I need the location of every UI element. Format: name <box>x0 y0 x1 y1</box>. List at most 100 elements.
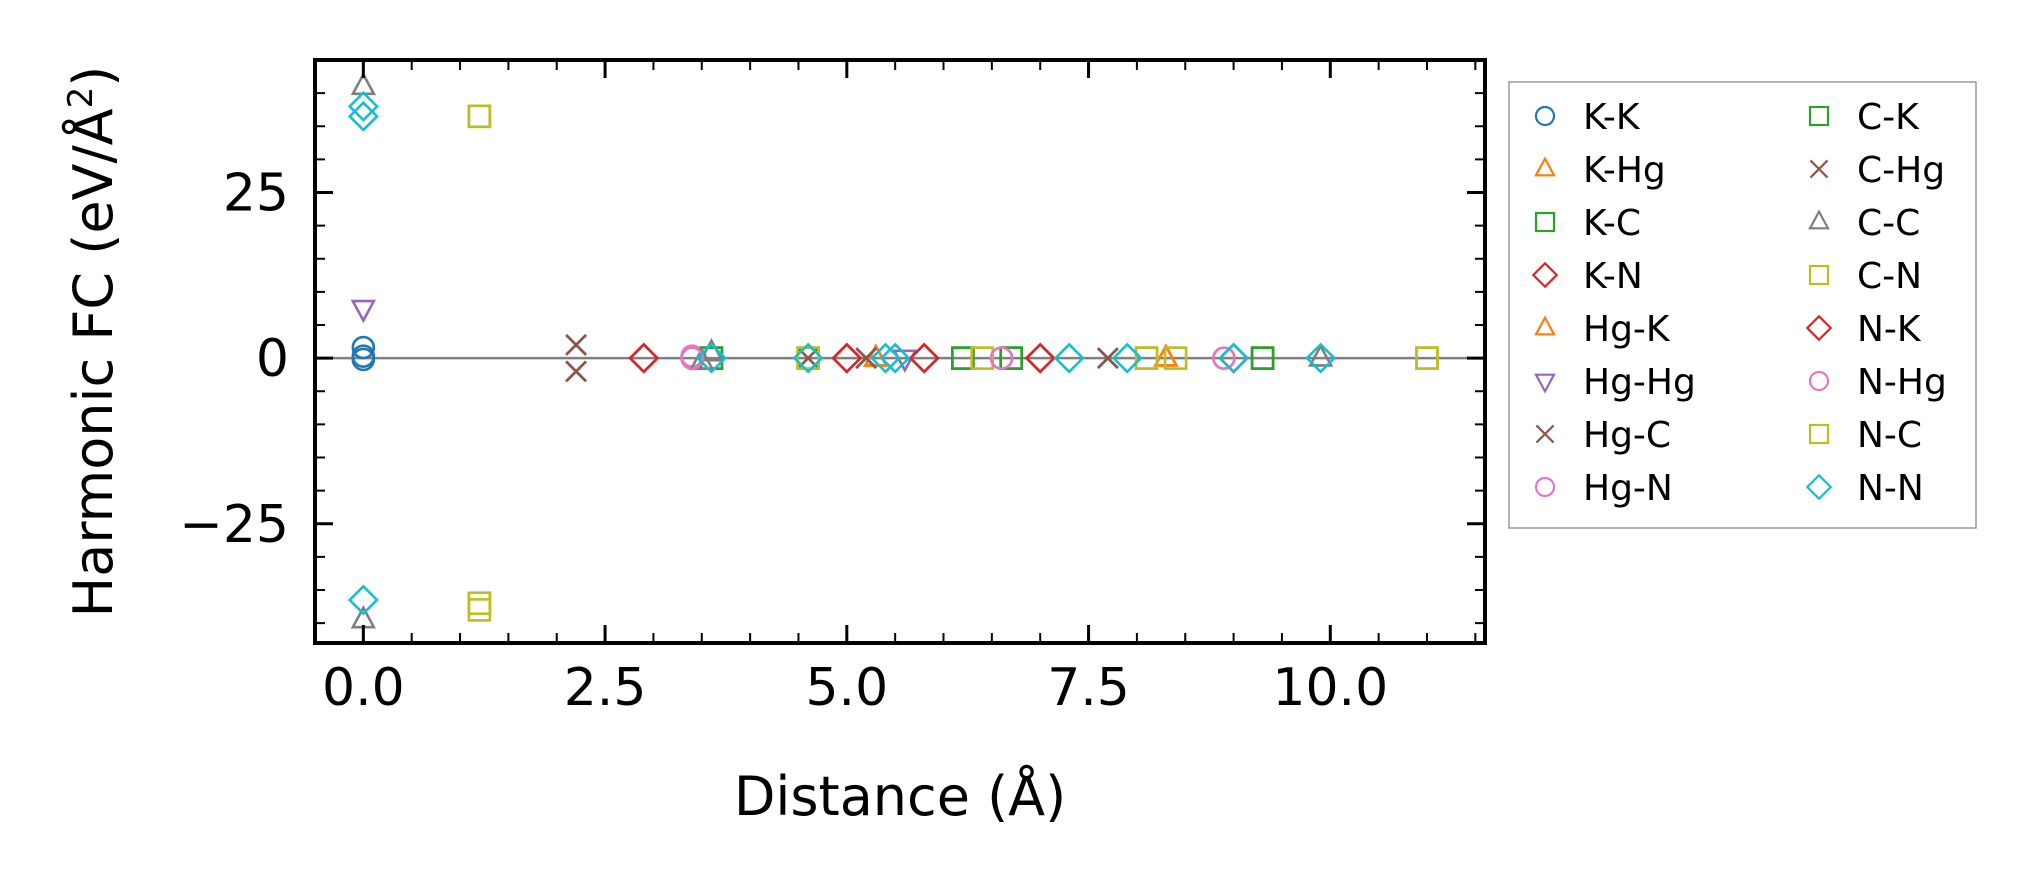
legend-label: C-C <box>1857 203 1920 244</box>
legend-marker <box>1534 105 1556 127</box>
data-point-n-n <box>792 342 824 374</box>
y-tick-label: −25 <box>179 495 289 555</box>
legend-label: Hg-N <box>1583 468 1673 509</box>
legend: K-K K-Hg K-C K-N Hg-K Hg-Hg Hg-C Hg-N C-K C-Hg C-C… <box>1508 81 1977 529</box>
data-point-c-hg <box>565 360 587 383</box>
legend-entry: K-N <box>1531 256 1643 297</box>
legend-marker <box>1808 209 1830 230</box>
legend-label: N-N <box>1857 468 1924 509</box>
legend-entry: N-N <box>1805 468 1924 509</box>
data-point-c-hg <box>855 347 878 370</box>
data-point-c-k <box>1250 346 1275 370</box>
data-point-n-n <box>1111 342 1143 374</box>
legend-marker <box>1531 261 1559 289</box>
series-k-k <box>351 335 376 372</box>
legend-marker <box>1534 476 1556 498</box>
data-point-hg-hg <box>350 299 377 324</box>
legend-entry: C-Hg <box>1809 150 1945 191</box>
data-point-hg-hg <box>892 349 918 373</box>
legend-marker <box>1805 314 1833 342</box>
legend-label: K-Hg <box>1583 150 1666 191</box>
legend-entry: C-C <box>1808 203 1920 244</box>
legend-label: K-K <box>1583 97 1641 138</box>
data-point-n-n <box>870 342 901 374</box>
y-axis-label: Harmonic FC (eV/Å2) <box>61 66 125 618</box>
legend-label: C-K <box>1857 97 1920 138</box>
legend-entry: N-K <box>1805 309 1922 350</box>
data-point-n-hg <box>680 346 704 370</box>
data-point-n-k <box>908 342 940 374</box>
legend-entry: K-K <box>1534 97 1641 138</box>
x-tick-label: 2.5 <box>564 658 647 718</box>
y-tick-label: 25 <box>223 164 289 224</box>
legend-label: N-C <box>1857 415 1922 456</box>
plot-frame <box>313 58 1487 645</box>
legend-label: N-Hg <box>1857 362 1947 403</box>
legend-entry: K-Hg <box>1534 150 1666 191</box>
data-point-n-n <box>695 342 727 374</box>
data-point-n-n <box>347 100 379 132</box>
data-point-n-hg <box>989 346 1014 370</box>
data-point-c-n <box>467 591 492 616</box>
data-point-c-k <box>999 346 1023 370</box>
legend-entry: K-C <box>1534 203 1641 244</box>
data-point-c-hg <box>565 333 587 356</box>
legend-marker <box>1535 424 1555 444</box>
data-point-c-n <box>467 598 492 622</box>
legend-marker <box>1808 370 1830 392</box>
data-point-c-c <box>1307 343 1334 367</box>
legend-label: K-C <box>1583 203 1641 244</box>
data-point-k-k <box>351 335 376 360</box>
data-point-n-c <box>796 346 820 370</box>
legend-entry: N-Hg <box>1808 362 1947 403</box>
legend-entry: Hg-Hg <box>1534 362 1696 403</box>
data-point-n-hg <box>1212 346 1236 370</box>
data-point-n-k <box>1024 342 1056 374</box>
y-axis-label-main: Harmonic FC (eV/Å <box>61 108 125 617</box>
legend-marker <box>1805 473 1833 501</box>
legend-entry: N-C <box>1808 415 1922 456</box>
data-point-k-k <box>351 347 376 372</box>
y-tick-label: 0 <box>256 329 289 389</box>
y-axis-label-superscript: 2 <box>61 87 101 109</box>
legend-marker <box>1809 159 1829 179</box>
series-c-hg <box>565 333 1119 383</box>
data-point-c-hg <box>1097 347 1119 370</box>
legend-entry: C-K <box>1808 97 1920 138</box>
data-point-n-n <box>1305 342 1337 374</box>
legend-entry: Hg-C <box>1535 415 1671 456</box>
legend-marker <box>1808 105 1830 127</box>
legend-marker <box>1808 264 1830 286</box>
y-axis-label-close: ) <box>62 66 125 87</box>
data-point-c-k <box>951 346 975 370</box>
legend-label: N-K <box>1857 309 1922 350</box>
data-point-c-n <box>970 346 994 370</box>
x-axis-label: Distance (Å) <box>734 764 1066 828</box>
legend-label: Hg-C <box>1583 415 1671 456</box>
data-point-c-n <box>467 104 492 129</box>
legend-label: C-Hg <box>1857 150 1945 191</box>
series-n-hg <box>680 346 1236 370</box>
legend-marker <box>1534 373 1556 394</box>
data-point-n-n <box>347 90 379 122</box>
legend-label: C-N <box>1857 256 1922 297</box>
legend-entry: Hg-N <box>1534 468 1673 509</box>
x-tick-label: 5.0 <box>805 658 888 718</box>
data-point-n-c <box>467 104 492 129</box>
x-tick-label: 10.0 <box>1272 658 1388 718</box>
legend-entry: C-N <box>1808 256 1922 297</box>
legend-label: K-N <box>1583 256 1643 297</box>
data-point-c-n <box>1163 346 1188 370</box>
data-point-n-n <box>1218 342 1250 374</box>
data-point-n-k <box>628 342 660 374</box>
series-hg-hg <box>350 299 918 373</box>
series-c-k <box>699 346 1275 370</box>
legend-marker <box>1534 315 1556 336</box>
series-n-n <box>347 90 1337 616</box>
legend-marker <box>1534 211 1556 233</box>
data-point-n-c <box>467 591 492 616</box>
legend-label: Hg-K <box>1583 309 1671 350</box>
legend-entry: Hg-K <box>1534 309 1671 350</box>
data-point-n-n <box>347 584 379 616</box>
